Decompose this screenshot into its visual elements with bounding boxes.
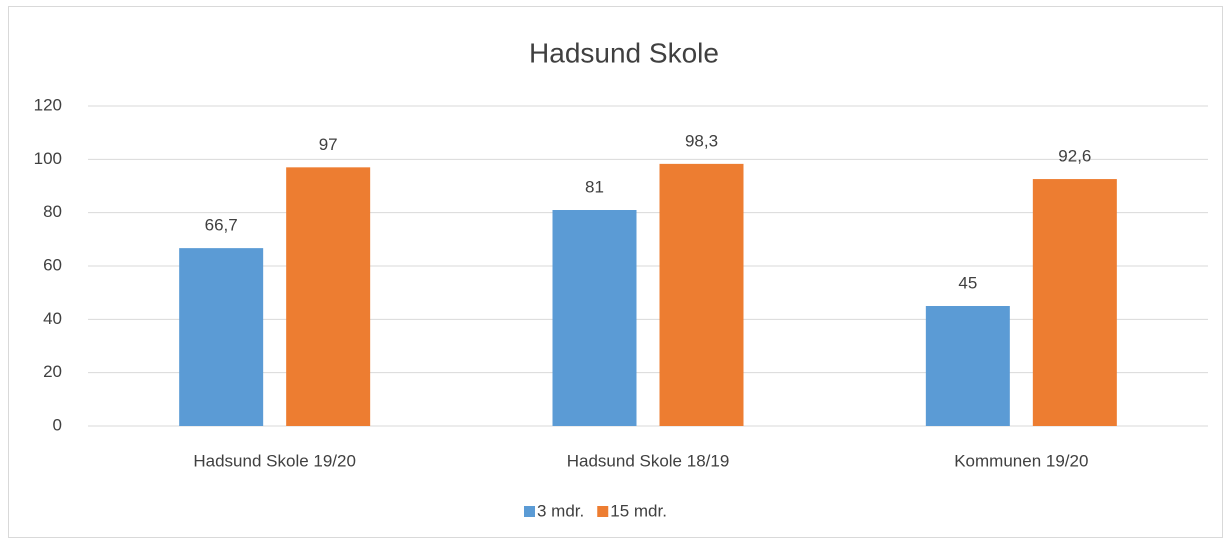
bar xyxy=(179,248,264,426)
data-label: 81 xyxy=(585,177,604,196)
y-tick-label: 20 xyxy=(43,362,62,381)
legend-swatch xyxy=(524,506,535,517)
data-label: 66,7 xyxy=(205,216,238,235)
bar xyxy=(659,163,744,426)
bar xyxy=(925,306,1010,426)
y-tick-label: 60 xyxy=(43,255,62,274)
x-tick-label: Hadsund Skole 18/19 xyxy=(567,451,730,470)
bar xyxy=(286,167,371,427)
y-tick-label: 120 xyxy=(34,95,62,114)
y-tick-label: 80 xyxy=(43,202,62,221)
bar xyxy=(552,210,637,426)
x-tick-label: Kommunen 19/20 xyxy=(954,451,1088,470)
x-tick-label: Hadsund Skole 19/20 xyxy=(193,451,356,470)
y-tick-label: 40 xyxy=(43,309,62,328)
legend-label: 15 mdr. xyxy=(610,501,667,520)
legend-swatch xyxy=(597,506,609,517)
data-label: 98,3 xyxy=(685,131,718,150)
legend-label: 3 mdr. xyxy=(537,501,584,520)
y-tick-label: 0 xyxy=(53,415,62,434)
data-label: 97 xyxy=(319,135,338,154)
bar xyxy=(1032,179,1117,426)
chart-title: Hadsund Skole xyxy=(529,37,719,68)
data-label: 92,6 xyxy=(1058,147,1091,166)
data-label: 45 xyxy=(958,273,977,292)
y-tick-label: 100 xyxy=(34,149,62,168)
